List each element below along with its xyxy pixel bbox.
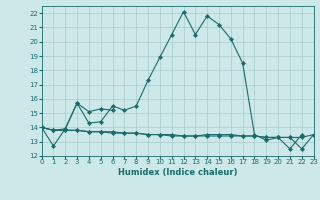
X-axis label: Humidex (Indice chaleur): Humidex (Indice chaleur) (118, 168, 237, 177)
